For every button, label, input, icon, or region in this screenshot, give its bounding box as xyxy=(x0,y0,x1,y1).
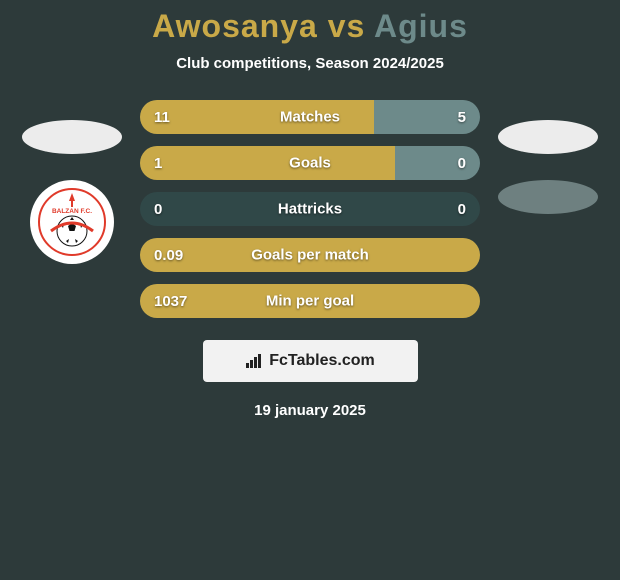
stat-label: Min per goal xyxy=(266,293,354,310)
stat-row-matches: 11 5 Matches xyxy=(140,100,480,134)
left-value: 0.09 xyxy=(154,238,183,272)
right-value: 5 xyxy=(458,100,466,134)
stat-row-goals: 1 0 Goals xyxy=(140,146,480,180)
stat-bars: 11 5 Matches 1 0 Goals 0 0 Hattricks 0.09 Goals pe… xyxy=(140,100,480,318)
stat-row-min-per-goal: 1037 Min per goal xyxy=(140,284,480,318)
date-text: 19 january 2025 xyxy=(254,402,366,419)
stat-label: Goals per match xyxy=(251,247,369,264)
player2-name: Agius xyxy=(374,8,468,44)
left-badge-1: BALZAN F.C. xyxy=(30,180,114,264)
right-value: 0 xyxy=(458,192,466,226)
right-badge-0 xyxy=(498,120,598,154)
right-value: 0 xyxy=(458,146,466,180)
stat-label: Goals xyxy=(289,155,331,172)
stat-label: Matches xyxy=(280,109,340,126)
left-value: 0 xyxy=(154,192,162,226)
right-badges xyxy=(498,100,598,214)
left-value: 11 xyxy=(154,100,170,134)
comparison-card: Awosanya vs Agius Club competitions, Sea… xyxy=(0,0,620,419)
stat-row-hattricks: 0 0 Hattricks xyxy=(140,192,480,226)
left-value: 1037 xyxy=(154,284,187,318)
title: Awosanya vs Agius xyxy=(152,8,468,45)
content-row: BALZAN F.C. 11 5 Matches 1 0 Goals 0 0 Hattricks… xyxy=(0,100,620,318)
left-value: 1 xyxy=(154,146,162,180)
chart-icon xyxy=(245,354,263,368)
player1-name: Awosanya xyxy=(152,8,318,44)
club-logo: BALZAN F.C. xyxy=(37,187,107,257)
brand-box[interactable]: FcTables.com xyxy=(203,340,418,382)
bar-right-fill xyxy=(395,146,480,180)
subtitle: Club competitions, Season 2024/2025 xyxy=(176,55,444,72)
left-badge-0 xyxy=(22,120,122,154)
stat-label: Hattricks xyxy=(278,201,342,218)
bar-left-fill xyxy=(140,146,395,180)
stat-row-goals-per-match: 0.09 Goals per match xyxy=(140,238,480,272)
vs-text: vs xyxy=(328,8,366,44)
right-badge-1 xyxy=(498,180,598,214)
brand-text: FcTables.com xyxy=(269,352,375,370)
left-badges: BALZAN F.C. xyxy=(22,100,122,264)
svg-text:BALZAN F.C.: BALZAN F.C. xyxy=(52,208,92,215)
